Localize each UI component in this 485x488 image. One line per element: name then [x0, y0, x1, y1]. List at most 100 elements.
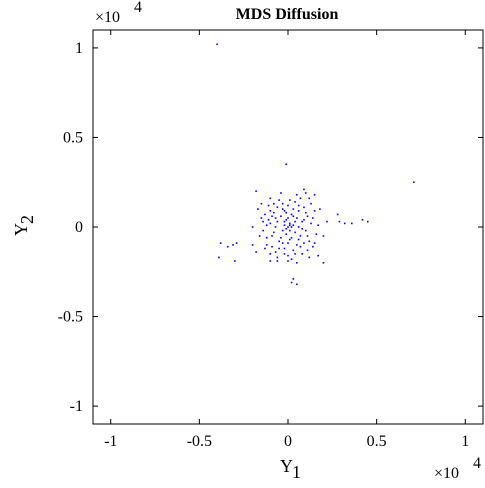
scatter-point	[292, 208, 295, 210]
scatter-point	[278, 199, 280, 201]
scatter-point	[312, 245, 314, 248]
scatter-point	[265, 224, 268, 227]
scatter-point	[301, 220, 303, 223]
scatter-point	[265, 236, 268, 239]
chart-title: MDS Diffusion	[236, 6, 339, 23]
y-tick-label: 1	[75, 40, 83, 57]
scatter-point	[287, 260, 289, 262]
y-multiplier-exponent: 4	[134, 0, 142, 16]
scatter-point	[287, 242, 289, 244]
scatter-point	[297, 238, 300, 241]
scatter-point	[304, 192, 307, 194]
scatter-point	[313, 193, 316, 196]
scatter-point	[296, 283, 298, 286]
scatter-point	[219, 242, 222, 244]
scatter-point	[315, 233, 318, 235]
x-multiplier-exponent: 4	[473, 455, 481, 472]
scatter-point	[285, 219, 288, 221]
scatter-point	[290, 213, 293, 216]
y-tick-label: -1	[70, 398, 83, 415]
scatter-point	[255, 251, 257, 253]
scatter-point	[290, 258, 293, 261]
scatter-point	[288, 224, 291, 227]
x-axis-label-sub: 1	[292, 462, 301, 482]
scatter-point	[296, 262, 298, 264]
scatter-point	[269, 260, 272, 262]
scatter-point	[294, 220, 296, 223]
x-axis-label-base: Y	[280, 456, 293, 476]
scatter-point	[310, 222, 312, 225]
scatter-point	[281, 242, 284, 244]
scatter-point	[296, 193, 298, 196]
scatter-point	[290, 281, 293, 284]
scatter-point	[301, 227, 303, 230]
scatter-point	[232, 244, 234, 246]
scatter-point	[287, 226, 289, 228]
scatter-point	[299, 197, 302, 200]
scatter-points	[216, 43, 415, 286]
scatter-point	[280, 215, 282, 218]
scatter-point	[294, 253, 296, 255]
scatter-point	[288, 222, 291, 225]
scatter-point	[273, 211, 275, 214]
scatter-point	[322, 262, 325, 264]
scatter-point	[287, 254, 289, 257]
scatter-point	[361, 219, 364, 221]
scatter-point	[299, 235, 302, 237]
y-tick-label: 0	[75, 219, 83, 236]
y-multiplier: ×10 4	[95, 0, 142, 26]
scatter-point	[308, 256, 311, 259]
scatter-point	[336, 213, 339, 216]
scatter-point	[296, 244, 298, 246]
scatter-point	[306, 249, 309, 252]
y-axis-label-base: Y	[11, 223, 31, 236]
scatter-point	[281, 202, 284, 205]
scatter-point	[322, 235, 325, 237]
scatter-point	[304, 229, 307, 232]
axis-ticks: -1 -0.5 0 0.5 1 -1 -0.5 0 0.5 1	[58, 30, 483, 450]
scatter-point	[288, 238, 291, 241]
scatter-point	[343, 222, 346, 225]
scatter-point	[306, 235, 309, 237]
scatter-point	[276, 206, 279, 209]
scatter-point	[294, 231, 296, 234]
scatter-point	[299, 245, 302, 248]
scatter-point	[283, 247, 286, 250]
scatter-point	[287, 204, 289, 207]
scatter-point	[303, 188, 305, 191]
scatter-point	[283, 224, 286, 227]
scatter-point	[278, 240, 280, 243]
scatter-point	[297, 226, 300, 228]
scatter-point	[267, 204, 270, 207]
scatter-point	[287, 217, 289, 219]
scatter-point	[276, 260, 279, 262]
scatter-point	[301, 253, 303, 255]
scatter-point	[319, 208, 321, 210]
scatter-point	[276, 220, 279, 223]
scatter-point	[297, 204, 300, 207]
scatter-point	[273, 202, 275, 205]
scatter-point	[234, 260, 236, 262]
scatter-point	[267, 219, 270, 221]
scatter-point	[269, 197, 272, 200]
scatter-point	[292, 224, 295, 227]
scatter-point	[265, 244, 268, 246]
scatter-point	[413, 181, 415, 184]
scatter-point	[283, 253, 286, 255]
x-tick-label: 0.5	[367, 433, 387, 450]
scatter-point	[326, 220, 328, 223]
scatter-point	[303, 206, 305, 209]
scatter-point	[281, 229, 284, 232]
scatter-point	[285, 211, 288, 214]
y-axis-label-sub: 2	[17, 215, 37, 224]
scatter-point	[288, 229, 291, 232]
scatter-point	[296, 217, 298, 219]
scatter-point	[292, 249, 295, 252]
scatter-point	[351, 222, 353, 225]
x-tick-label: -0.5	[187, 433, 212, 450]
scatter-point	[269, 222, 272, 225]
scatter-point	[257, 208, 259, 210]
scatter-point	[269, 253, 272, 255]
scatter-point	[271, 235, 273, 237]
